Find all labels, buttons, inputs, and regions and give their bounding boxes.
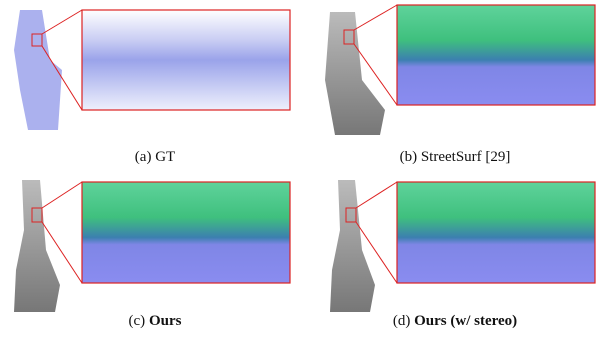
caption-part: Ours [149,313,182,329]
caption-part: StreetSurf [29] [421,149,511,165]
caption: (a) GT [135,149,175,165]
zoom-image [82,182,290,283]
caption-part: Ours (w/ stereo) [414,313,517,329]
caption-part: (c) [129,313,146,329]
point-cloud [14,180,60,312]
caption-part: (d) [393,313,411,329]
figure: (a) GT (b) StreetSurf [29] (c) Ours (d) … [0,0,598,345]
point-cloud [14,10,62,130]
panel-c: (c) Ours [14,180,290,329]
panel-b: (b) StreetSurf [29] [325,5,595,165]
zoom-line [42,10,82,34]
zoom-image [82,10,290,110]
point-cloud [325,12,385,135]
zoom-line [356,182,397,208]
zoom-line [354,5,397,30]
caption: (c) Ours [129,313,182,329]
caption-part: (a) [135,149,152,165]
zoom-image [397,5,595,105]
zoom-line [42,182,82,208]
panel-a: (a) GT [14,10,290,165]
panel-d: (d) Ours (w/ stereo) [330,180,595,329]
zoom-image [397,182,595,283]
caption-part: GT [155,149,175,165]
caption-part: (b) [400,149,418,165]
caption: (d) Ours (w/ stereo) [393,313,517,329]
caption: (b) StreetSurf [29] [400,149,511,165]
